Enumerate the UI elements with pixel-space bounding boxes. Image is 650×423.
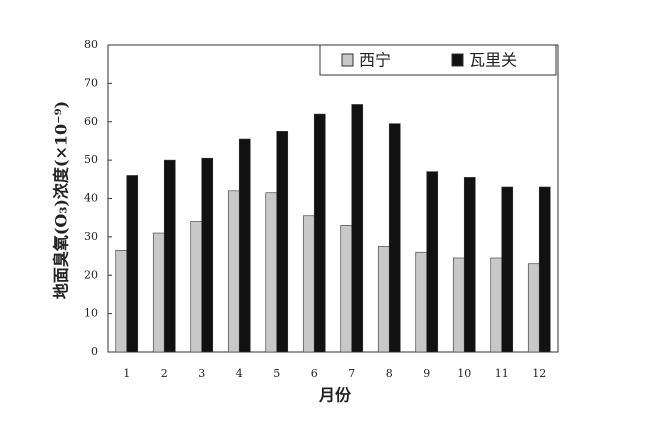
legend-label: 瓦里关	[469, 51, 517, 70]
legend-swatch	[341, 53, 354, 67]
bar	[527, 263, 540, 353]
bar	[452, 257, 465, 353]
y-tick-label: 20	[84, 268, 98, 281]
x-tick-label: 2	[161, 367, 168, 380]
x-tick-label: 6	[311, 367, 318, 380]
bar	[463, 177, 476, 353]
bar	[163, 159, 176, 353]
x-tick-label: 8	[386, 367, 393, 380]
x-tick-label: 11	[495, 367, 509, 380]
bar	[313, 113, 326, 353]
y-tick-label: 50	[84, 153, 98, 166]
bar	[302, 215, 315, 353]
bar	[227, 190, 240, 353]
y-tick-label: 0	[91, 345, 98, 358]
x-tick-label: 12	[532, 367, 546, 380]
x-tick-label: 9	[423, 367, 430, 380]
bar	[426, 171, 439, 353]
bar	[351, 104, 364, 353]
x-tick-label: 1	[123, 367, 130, 380]
legend-swatch	[451, 53, 464, 67]
bar	[388, 123, 401, 353]
y-tick-label: 10	[84, 307, 98, 320]
bar	[538, 186, 551, 353]
bar	[238, 138, 251, 353]
bar	[501, 186, 514, 353]
bar	[190, 221, 203, 353]
bar	[377, 246, 390, 353]
x-tick-label: 4	[236, 367, 243, 380]
y-axis-label: 地面臭氧(O₃)浓度(×10⁻⁹)	[52, 101, 71, 299]
bar	[265, 192, 278, 353]
bar	[115, 250, 128, 353]
legend-box	[319, 44, 557, 76]
y-tick-label: 30	[84, 230, 98, 243]
bar	[201, 157, 214, 353]
x-axis-label: 月份	[318, 386, 352, 405]
bar	[340, 225, 353, 353]
x-tick-label: 5	[273, 367, 280, 380]
x-tick-label: 7	[348, 367, 355, 380]
y-tick-label: 40	[84, 192, 98, 205]
x-tick-label: 10	[457, 367, 471, 380]
bar	[152, 232, 165, 353]
x-tick-label: 3	[198, 367, 205, 380]
bar	[490, 257, 503, 353]
bar	[126, 175, 139, 353]
y-tick-label: 80	[84, 38, 98, 51]
bar	[415, 251, 428, 353]
legend-label: 西宁	[359, 51, 391, 70]
y-tick-label: 60	[84, 115, 98, 128]
y-tick-label: 70	[84, 76, 98, 89]
bar	[276, 131, 289, 353]
